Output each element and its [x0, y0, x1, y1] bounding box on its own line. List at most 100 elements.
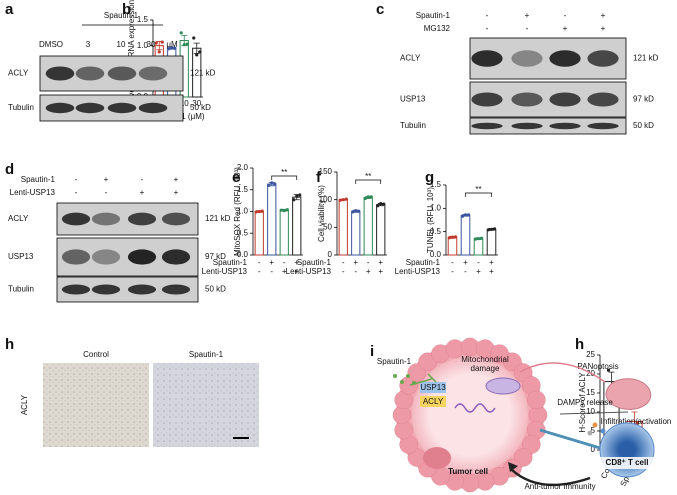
panel-label: g [425, 169, 434, 186]
condition-sign: - [141, 175, 144, 184]
data-point [376, 204, 380, 208]
data-point [466, 213, 471, 217]
blot-band [61, 212, 91, 226]
data-point [285, 208, 289, 212]
data-point [182, 43, 186, 47]
drug-label: Spautin-1 [377, 357, 412, 366]
data-point [298, 193, 302, 197]
significance-bracket [271, 175, 298, 180]
data-point [257, 209, 261, 214]
ihc-image [153, 363, 259, 447]
mitochondrion [485, 377, 521, 395]
condition-sign: - [342, 258, 345, 267]
data-point [154, 41, 158, 45]
blot-band [75, 66, 105, 81]
data-point [447, 236, 452, 240]
significance-label: ** [475, 185, 481, 194]
condition-sign: + [269, 258, 274, 267]
condition-label: Spautin-1 [406, 258, 441, 267]
significance-bracket [355, 179, 382, 184]
condition-label: Spautin-1 [21, 175, 56, 184]
condition-sign: - [105, 188, 108, 197]
data-point [267, 183, 271, 187]
data-point [463, 213, 468, 217]
bar [473, 238, 484, 256]
condition-label: Lenti-USP13 [286, 267, 332, 276]
data-point [366, 195, 370, 199]
blot-band [107, 66, 137, 81]
acly-label: ACLY [423, 397, 444, 406]
data-point [379, 201, 383, 206]
outcome-label: PANoptosis [577, 362, 618, 371]
data-point [460, 214, 465, 218]
size-label: 50 kD [190, 103, 211, 112]
blot-band [161, 284, 191, 295]
arrowhead [508, 462, 518, 472]
usp13-box [420, 382, 446, 393]
data-point [344, 197, 348, 201]
row-label: Tubulin [8, 285, 34, 294]
immunity-label: Anti-tumor immunity [524, 482, 595, 491]
data-point [195, 53, 199, 57]
condition-sign: + [525, 11, 530, 20]
blot-band [549, 92, 581, 107]
data-point [486, 228, 491, 232]
data-point [606, 368, 611, 372]
lane-label: μM [166, 40, 178, 49]
data-point [341, 198, 345, 202]
blot-band [138, 102, 168, 114]
y-tick-label: 0.5 [430, 227, 442, 236]
lane-label: 3 [86, 40, 91, 49]
significance-label: ** [281, 168, 287, 177]
bar [376, 204, 386, 256]
data-point [157, 50, 161, 54]
panel-label: b [122, 1, 131, 18]
condition-sign: - [464, 267, 467, 276]
damp [600, 428, 606, 434]
condition-sign: - [564, 11, 567, 20]
drug-molecule [400, 380, 404, 384]
data-point [292, 198, 296, 202]
y-tick-label: 0.5 [237, 228, 249, 237]
data-point [476, 237, 481, 241]
y-axis-label: H-Score of ACLY [578, 372, 587, 433]
condition-sign: + [378, 267, 383, 276]
bar [292, 196, 302, 256]
condition-label: Spautin-1 [213, 258, 248, 267]
data-point [479, 236, 484, 240]
size-label: 121 kD [633, 54, 659, 63]
blot-band [91, 212, 121, 226]
arrow [511, 469, 591, 487]
data-point [185, 42, 189, 46]
condition-sign: + [366, 267, 371, 276]
bar [460, 214, 471, 256]
row-label: USP13 [400, 95, 426, 104]
y-axis-label: MitoSOX Red (RFU, 10³) [233, 167, 242, 256]
condition-sign: - [342, 267, 345, 276]
blot-band [471, 50, 503, 67]
row-label: ACLY [8, 69, 29, 78]
condition-sign: - [75, 188, 78, 197]
condition-sign: + [476, 267, 481, 276]
damps-label: DAMPs release [557, 398, 613, 407]
condition-sign: + [282, 267, 287, 276]
data-point [273, 182, 277, 186]
y-tick-label: 1.0 [137, 41, 149, 50]
y-tick-label: 2.0 [237, 163, 249, 172]
blot-band [127, 212, 157, 226]
row-label: ACLY [400, 54, 421, 63]
blot-band [471, 92, 503, 107]
condition-label: Spautin-1 [297, 258, 332, 267]
mito-label: damage [471, 364, 500, 373]
blot-band [75, 102, 105, 114]
blot-band [471, 122, 503, 130]
y-tick-label: 0.0 [430, 250, 442, 259]
dying-cell [605, 378, 652, 410]
data-point [179, 31, 183, 35]
condition-sign: - [477, 258, 480, 267]
y-tick-label: 25 [586, 350, 595, 359]
y-tick-label: 1.5 [430, 180, 442, 189]
condition-sign: + [294, 267, 299, 276]
blot-band [587, 122, 619, 130]
